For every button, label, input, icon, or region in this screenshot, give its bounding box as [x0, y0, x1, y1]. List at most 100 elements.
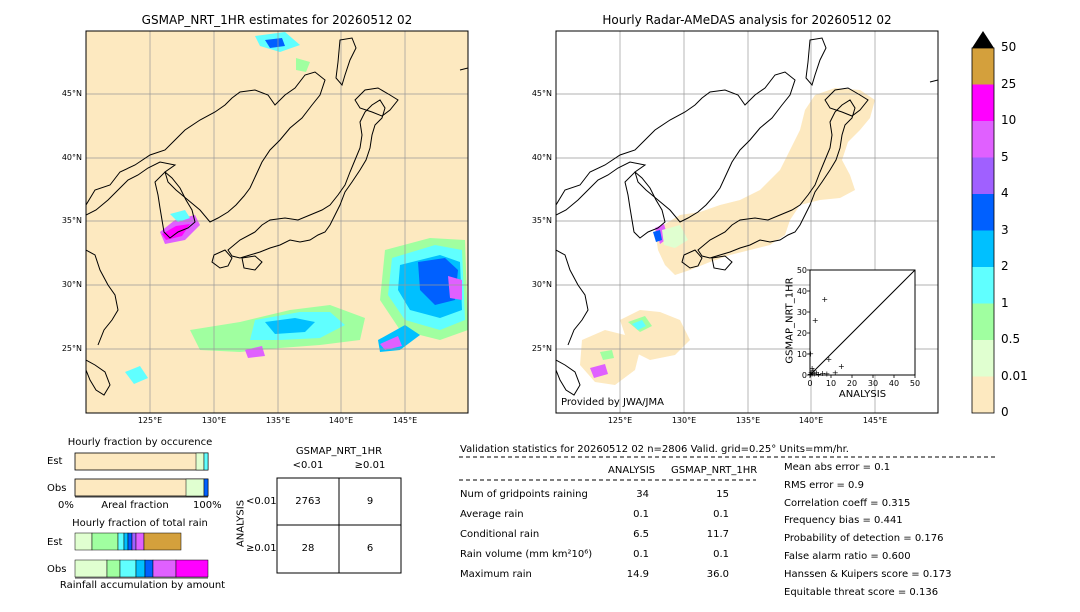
validation-score: False alarm ratio = 0.600	[784, 551, 911, 562]
validation-score: Frequency bias = 0.441	[784, 515, 903, 527]
left-lon-label: 125°E	[137, 416, 163, 425]
colorbar	[971, 31, 995, 414]
scatter-ytick: 40	[797, 287, 807, 296]
validation-row-gsmap: 15	[716, 489, 729, 500]
scatter-xtick: 40	[889, 379, 899, 388]
left-coastline	[86, 37, 468, 396]
fraction-occurrence-title: Hourly fraction by occurence	[67, 437, 213, 448]
fraction-row-est: Est	[47, 456, 63, 467]
fraction-axis-mid: Areal fraction	[101, 500, 169, 511]
fraction-total-row-est: Est	[47, 537, 63, 548]
colorbar-segment	[972, 267, 994, 304]
colorbar-label: 50	[1001, 40, 1017, 54]
contingency-grid	[276, 477, 402, 574]
validation-row-label: Average rain	[460, 509, 524, 520]
colorbar-label: 4	[1001, 186, 1009, 200]
right-lon-label: 135°E	[735, 416, 761, 425]
colorbar-segment	[972, 121, 994, 158]
left-lat-label: 25°N	[61, 344, 82, 353]
right-lat-label: 35°N	[531, 216, 552, 225]
left-lat-label: 30°N	[61, 280, 82, 289]
validation-col-gsmap: GSMAP_NRT_1HR	[671, 465, 758, 476]
contingency-cell: 2763	[295, 496, 321, 507]
validation-row-gsmap: 36.0	[706, 569, 729, 580]
validation-row-label: Num of gridpoints raining	[460, 489, 588, 500]
diagonal-line	[809, 269, 916, 376]
scatter-point: +	[838, 362, 845, 371]
fraction-occurrence-chart	[74, 452, 209, 498]
scatter-xtick: 20	[847, 379, 857, 388]
colorbar-label: 25	[1001, 76, 1017, 91]
colorbar-segment	[972, 194, 994, 231]
scatter-xtick: 30	[868, 379, 878, 388]
left-lon-label: 135°E	[265, 416, 291, 425]
right-lat-label: 40°N	[531, 153, 552, 162]
validation-row-label: Maximum rain	[460, 569, 532, 580]
scatter-point: +	[810, 366, 817, 375]
provided-by-label: Provided by JWA/JMA	[561, 397, 664, 408]
validation-row-gsmap: 0.1	[713, 509, 729, 520]
fraction-axis-right: 100%	[193, 500, 222, 511]
scatter-xtick: 0	[807, 379, 812, 388]
contingency-cell: 28	[301, 543, 315, 554]
right-lon-label: 145°E	[862, 416, 888, 425]
right-rain-patches	[580, 88, 875, 385]
fraction-total-title: Hourly fraction of total rain	[72, 518, 208, 529]
contingency-col-ge: ≥0.01	[354, 460, 386, 471]
contingency-cell: 6	[366, 543, 374, 554]
colorbar-label: 3	[1001, 222, 1009, 237]
validation-row-analysis: 6.5	[633, 529, 649, 540]
scatter-point: +	[823, 369, 830, 378]
colorbar-label: 0.5	[1001, 332, 1021, 346]
scatter-point: +	[826, 355, 833, 364]
scatter-point: +	[809, 364, 816, 373]
right-lon-label: 140°E	[798, 416, 824, 425]
right-lon-label: 125°E	[607, 416, 633, 425]
colorbar-segment	[972, 303, 994, 340]
scatter-xlabel: ANALYSIS	[838, 389, 887, 400]
validation-col-analysis: ANALYSIS	[608, 465, 656, 476]
left-lat-label: 45°N	[61, 89, 82, 98]
colorbar-label: 10	[1001, 113, 1017, 127]
scatter-point: +	[832, 368, 839, 377]
left-map-title: GSMAP_NRT_1HR estimates for 20260512 02	[141, 13, 413, 27]
colorbar-segment	[972, 84, 994, 121]
scatter-ytick: 50	[797, 266, 807, 275]
left-lon-label: 140°E	[328, 416, 354, 425]
validation-row-gsmap: 0.1	[713, 549, 729, 560]
left-lat-label: 40°N	[61, 153, 82, 162]
scatter-point: +	[821, 295, 828, 304]
validation-header: Validation statistics for 20260512 02 n=…	[460, 444, 849, 455]
contingency-col-lt: <0.01	[292, 460, 324, 471]
fraction-total-row-obs: Obs	[47, 564, 67, 575]
left-lon-label: 130°E	[201, 416, 227, 425]
left-lat-label: 35°N	[61, 216, 82, 225]
scatter-point: +	[807, 350, 814, 359]
validation-row-analysis: 14.9	[626, 569, 649, 580]
contingency-row-lt: <0.01	[246, 496, 277, 507]
scatter-point: +	[809, 369, 816, 378]
scatter-ytick: 0	[802, 371, 807, 380]
validation-score: Hanssen & Kuipers score = 0.173	[784, 568, 952, 580]
scatter-ytick: 30	[797, 308, 807, 317]
colorbar-segment	[972, 376, 994, 413]
colorbar-segment	[972, 48, 994, 85]
scatter-point: +	[819, 369, 826, 378]
right-coastline	[556, 37, 938, 396]
colorbar-label: 5	[1001, 149, 1009, 164]
scatter-point: +	[815, 370, 822, 379]
colorbar-label: 0.01	[1001, 368, 1028, 383]
validation-row-label: Conditional rain	[460, 529, 540, 540]
scatter-ytick: 10	[797, 350, 807, 359]
left-map	[85, 30, 469, 414]
validation-row-analysis: 0.1	[633, 509, 649, 520]
colorbar-segment	[972, 340, 994, 377]
contingency-title: GSMAP_NRT_1HR	[295, 446, 383, 457]
scatter-xtick: 50	[910, 379, 920, 388]
validation-row-analysis: 34	[636, 489, 649, 500]
validation-score: Correlation coeff = 0.315	[784, 497, 911, 509]
contingency-cell: 9	[366, 496, 374, 507]
scatter-xtick: 10	[826, 379, 836, 388]
right-lat-label: 25°N	[531, 344, 552, 353]
